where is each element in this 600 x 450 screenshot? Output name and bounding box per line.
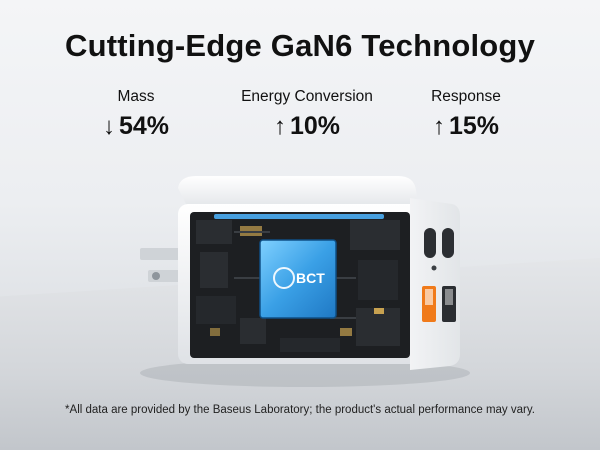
stat-mass-value: 54%	[118, 112, 170, 140]
stat-energy-conversion: Energy Conversion ↑ 10%	[217, 88, 397, 141]
stat-response-value: 15%	[448, 112, 500, 140]
plug-prong	[140, 248, 182, 282]
usb-c-port-2	[442, 228, 454, 258]
disclaimer-footnote: *All data are provided by the Baseus Lab…	[65, 404, 535, 416]
indicator-dot	[431, 265, 437, 271]
stat-mass-label: Mass	[117, 88, 155, 105]
port-panel	[422, 228, 456, 322]
usb-a-port-2	[442, 286, 456, 322]
gan-charger-illustration: BCT	[140, 176, 470, 387]
bct-logo-icon	[273, 267, 295, 289]
usb-c-port-1	[424, 228, 436, 258]
stat-response: Response ↑ 15%	[376, 88, 556, 141]
stat-mass: Mass ↓ 54%	[46, 88, 226, 141]
chip-label: BCT	[296, 270, 325, 286]
down-arrow-icon: ↓	[102, 112, 115, 140]
stat-energy-conversion-label: Energy Conversion	[241, 88, 373, 105]
stat-energy-conversion-value: 10%	[289, 112, 341, 140]
charger-shadow	[140, 359, 470, 387]
gan-chip: BCT	[259, 239, 337, 319]
up-arrow-icon: ↑	[432, 112, 445, 140]
stat-response-label: Response	[431, 88, 501, 105]
light-strip	[214, 214, 384, 219]
up-arrow-icon: ↑	[273, 112, 286, 140]
page-title: Cutting-Edge GaN6 Technology	[64, 28, 536, 63]
